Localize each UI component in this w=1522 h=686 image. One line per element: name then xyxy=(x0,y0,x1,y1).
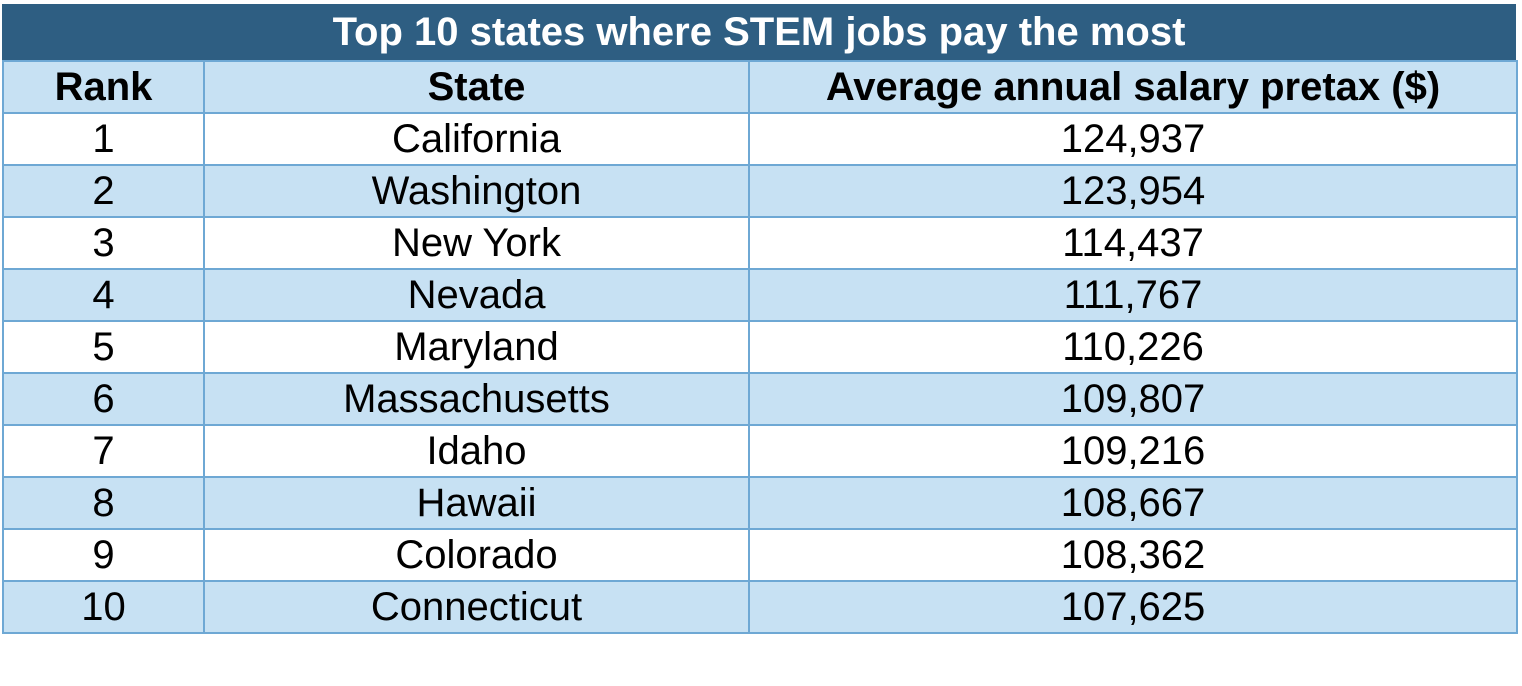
table-row: 4 Nevada 111,767 xyxy=(2,268,1518,322)
rank-cell: 1 xyxy=(2,112,205,166)
state-cell: California xyxy=(203,112,750,166)
state-cell: Massachusetts xyxy=(203,372,750,426)
state-cell: Maryland xyxy=(203,320,750,374)
table-row: 1 California 124,937 xyxy=(2,112,1518,166)
salary-cell: 114,437 xyxy=(748,216,1518,270)
rank-cell: 5 xyxy=(2,320,205,374)
rank-cell: 6 xyxy=(2,372,205,426)
salary-cell: 108,362 xyxy=(748,528,1518,582)
state-cell: Hawaii xyxy=(203,476,750,530)
salary-cell: 109,216 xyxy=(748,424,1518,478)
salary-cell: 109,807 xyxy=(748,372,1518,426)
state-cell: Washington xyxy=(203,164,750,218)
header-row: Rank State Average annual salary pretax … xyxy=(2,60,1518,114)
table-row: 7 Idaho 109,216 xyxy=(2,424,1518,478)
column-header-salary: Average annual salary pretax ($) xyxy=(748,60,1518,114)
table-row: 5 Maryland 110,226 xyxy=(2,320,1518,374)
rank-cell: 3 xyxy=(2,216,205,270)
data-table: Rank State Average annual salary pretax … xyxy=(2,60,1518,634)
state-cell: Idaho xyxy=(203,424,750,478)
rank-cell: 7 xyxy=(2,424,205,478)
table-row: 9 Colorado 108,362 xyxy=(2,528,1518,582)
table-row: 3 New York 114,437 xyxy=(2,216,1518,270)
table-row: 10 Connecticut 107,625 xyxy=(2,580,1518,634)
salary-cell: 123,954 xyxy=(748,164,1518,218)
salary-table: Top 10 states where STEM jobs pay the mo… xyxy=(2,4,1518,634)
rank-cell: 9 xyxy=(2,528,205,582)
table-row: 8 Hawaii 108,667 xyxy=(2,476,1518,530)
salary-cell: 108,667 xyxy=(748,476,1518,530)
state-cell: New York xyxy=(203,216,750,270)
column-header-rank: Rank xyxy=(2,60,205,114)
salary-cell: 107,625 xyxy=(748,580,1518,634)
salary-cell: 124,937 xyxy=(748,112,1518,166)
rank-cell: 4 xyxy=(2,268,205,322)
rank-cell: 8 xyxy=(2,476,205,530)
state-cell: Nevada xyxy=(203,268,750,322)
table-row: 2 Washington 123,954 xyxy=(2,164,1518,218)
salary-cell: 110,226 xyxy=(748,320,1518,374)
column-header-state: State xyxy=(203,60,750,114)
state-cell: Colorado xyxy=(203,528,750,582)
rank-cell: 10 xyxy=(2,580,205,634)
table-title: Top 10 states where STEM jobs pay the mo… xyxy=(2,4,1516,60)
rank-cell: 2 xyxy=(2,164,205,218)
salary-cell: 111,767 xyxy=(748,268,1518,322)
table-row: 6 Massachusetts 109,807 xyxy=(2,372,1518,426)
state-cell: Connecticut xyxy=(203,580,750,634)
